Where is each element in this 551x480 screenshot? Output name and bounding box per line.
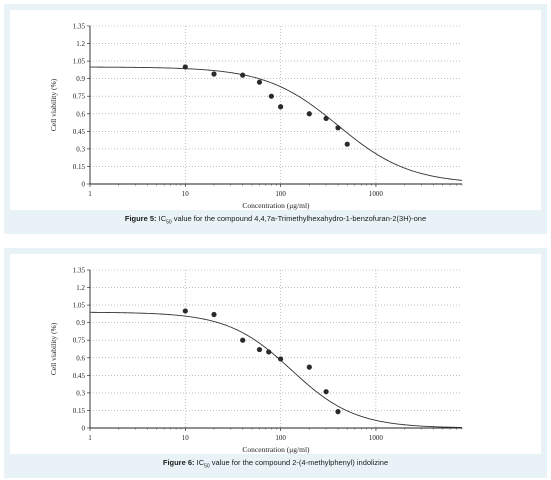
data-point (278, 104, 284, 110)
x-tick-label: 100 (275, 190, 286, 198)
data-point (256, 346, 263, 353)
figure-5-caption: Figure 5: IC50 value for the compound 4,… (4, 214, 547, 226)
y-tick-label: 0.45 (73, 128, 86, 136)
x-tick-label: 1000 (369, 190, 384, 198)
data-point (306, 111, 312, 117)
data-point (268, 93, 274, 99)
data-point (240, 72, 246, 78)
data-point (323, 115, 329, 122)
data-point (306, 364, 312, 370)
data-point (211, 71, 217, 77)
figure-5-svg: 0 0.15 0.3 0.45 0.6 0.75 0.9 1.05 1.2 1.35 1 10 100 1… (49, 23, 463, 210)
data-point (323, 389, 329, 395)
y-tick-label: 0.9 (76, 319, 85, 327)
data-point (256, 79, 263, 85)
data-point (344, 141, 350, 147)
y-tick-label: 1.2 (76, 40, 85, 48)
y-tick-label: 0.15 (73, 407, 86, 415)
y-tick-label: 0.75 (73, 337, 86, 345)
y-tick-label: 0.3 (76, 389, 85, 397)
data-point (278, 356, 284, 362)
x-axis-label: Concentration (μg/ml) (242, 445, 310, 454)
y-tick-label: 0.75 (73, 93, 86, 101)
y-axis-label: Cell viability (%) (49, 78, 58, 131)
figure-5-chart: 0 0.15 0.3 0.45 0.6 0.75 0.9 1.05 1.2 1.35 1 10 100 1… (10, 10, 541, 210)
y-tick-label: 1.2 (76, 284, 85, 292)
data-point (335, 125, 341, 131)
y-tick-label: 1.05 (73, 302, 86, 310)
y-tick-label: 0.6 (76, 110, 85, 118)
y-axis-label: Cell viability (%) (49, 322, 58, 375)
figure-6-panel: 0 0.15 0.3 0.45 0.6 0.75 0.9 1.05 1.2 1.35 1 10 100 1… (4, 248, 547, 478)
y-tick-label: 1.35 (73, 267, 86, 275)
figure-6-ic-prefix: IC (196, 458, 205, 467)
fitted-curve (89, 311, 463, 428)
data-point (335, 409, 341, 415)
data-point (240, 337, 246, 343)
figure-5-panel: 0 0.15 0.3 0.45 0.6 0.75 0.9 1.05 1.2 1.35 1 10 100 1… (4, 4, 547, 234)
y-tick-label: 0.9 (76, 75, 85, 83)
figure-6-svg: 0 0.15 0.3 0.45 0.6 0.75 0.9 1.05 1.2 1.35 1 10 100 1… (49, 267, 463, 454)
y-tick-label: 1.35 (73, 23, 86, 31)
data-point (266, 349, 272, 355)
figure-6-caption: Figure 6: IC50 value for the compound 2-… (4, 458, 547, 470)
figure-6-chart: 0 0.15 0.3 0.45 0.6 0.75 0.9 1.05 1.2 1.35 1 10 100 1… (10, 254, 541, 454)
data-point (211, 311, 217, 318)
x-tick-label: 10 (182, 434, 190, 442)
x-tick-label: 1 (88, 190, 92, 198)
y-tick-label: 0.6 (76, 354, 85, 362)
figure-6-ic-sub: 50 (204, 463, 210, 470)
figure-6-label: Figure 6: (162, 458, 195, 467)
fitted-curve (89, 66, 463, 181)
y-tick-label: 0.15 (73, 163, 86, 171)
x-tick-label: 100 (275, 434, 286, 442)
y-tick-label: 0 (82, 181, 86, 189)
x-tick-label: 1 (88, 434, 92, 442)
y-tick-label: 0.45 (73, 372, 86, 380)
figure-5-label: Figure 5: (124, 214, 157, 223)
figure-6-caption-text: value for the compound 2-(4-methylphenyl… (211, 458, 389, 467)
data-point (182, 64, 188, 70)
figure-5-ic-sub: 50 (166, 219, 172, 226)
data-point (182, 308, 188, 314)
figure-5-caption-text: value for the compound 4,4,7a-Trimethylh… (173, 214, 427, 223)
y-tick-label: 0 (82, 425, 86, 433)
x-tick-label: 1000 (369, 434, 384, 442)
y-tick-label: 0.3 (76, 145, 85, 153)
x-axis-label: Concentration (μg/ml) (242, 201, 310, 210)
x-tick-label: 10 (182, 190, 190, 198)
figure-5-ic-prefix: IC (158, 214, 167, 223)
y-tick-label: 1.05 (73, 58, 86, 66)
